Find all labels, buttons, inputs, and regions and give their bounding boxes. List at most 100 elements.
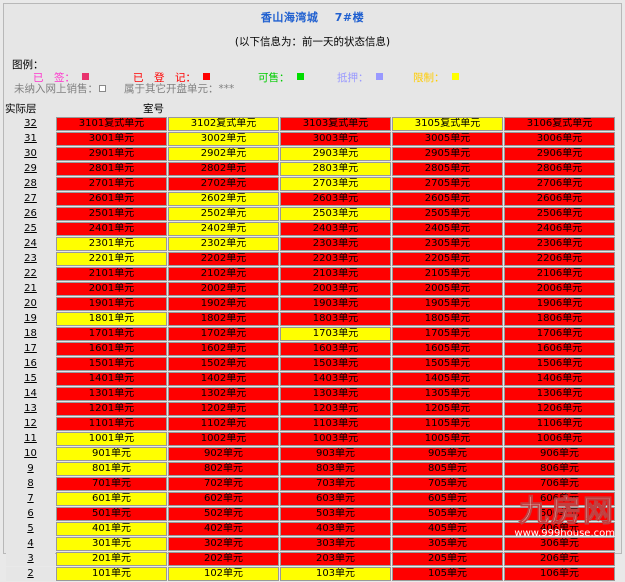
- unit-cell[interactable]: 1706单元: [504, 327, 615, 341]
- unit-cell[interactable]: 205单元: [392, 552, 503, 566]
- floor-link[interactable]: 2: [6, 567, 55, 581]
- unit-cell[interactable]: 1001单元: [56, 432, 167, 446]
- unit-cell[interactable]: 803单元: [280, 462, 391, 476]
- unit-cell[interactable]: 1106单元: [504, 417, 615, 431]
- unit-cell[interactable]: 1301单元: [56, 387, 167, 401]
- unit-cell[interactable]: 2303单元: [280, 237, 391, 251]
- unit-cell[interactable]: 1603单元: [280, 342, 391, 356]
- floor-link[interactable]: 7: [6, 492, 55, 506]
- unit-cell[interactable]: 2801单元: [56, 162, 167, 176]
- unit-cell[interactable]: 2901单元: [56, 147, 167, 161]
- unit-cell[interactable]: 1701单元: [56, 327, 167, 341]
- unit-cell[interactable]: 1003单元: [280, 432, 391, 446]
- unit-cell[interactable]: 1705单元: [392, 327, 503, 341]
- floor-link[interactable]: 5: [6, 522, 55, 536]
- unit-cell[interactable]: 1902单元: [168, 297, 279, 311]
- unit-cell[interactable]: 2001单元: [56, 282, 167, 296]
- floor-link[interactable]: 27: [6, 192, 55, 206]
- unit-cell[interactable]: 1803单元: [280, 312, 391, 326]
- unit-cell[interactable]: 2406单元: [504, 222, 615, 236]
- floor-link[interactable]: 20: [6, 297, 55, 311]
- unit-cell[interactable]: 903单元: [280, 447, 391, 461]
- unit-cell[interactable]: 501单元: [56, 507, 167, 521]
- unit-cell[interactable]: 1205单元: [392, 402, 503, 416]
- unit-cell[interactable]: 203单元: [280, 552, 391, 566]
- unit-cell[interactable]: 1601单元: [56, 342, 167, 356]
- unit-cell[interactable]: 103单元: [280, 567, 391, 581]
- unit-cell[interactable]: 906单元: [504, 447, 615, 461]
- unit-cell[interactable]: 202单元: [168, 552, 279, 566]
- unit-cell[interactable]: 1501单元: [56, 357, 167, 371]
- unit-cell[interactable]: 502单元: [168, 507, 279, 521]
- floor-link[interactable]: 14: [6, 387, 55, 401]
- unit-cell[interactable]: 3003单元: [280, 132, 391, 146]
- floor-link[interactable]: 6: [6, 507, 55, 521]
- floor-link[interactable]: 10: [6, 447, 55, 461]
- floor-link[interactable]: 4: [6, 537, 55, 551]
- unit-cell[interactable]: 106单元: [504, 567, 615, 581]
- unit-cell[interactable]: 2005单元: [392, 282, 503, 296]
- unit-cell[interactable]: 1805单元: [392, 312, 503, 326]
- unit-cell[interactable]: 402单元: [168, 522, 279, 536]
- unit-cell[interactable]: 1802单元: [168, 312, 279, 326]
- unit-cell[interactable]: 905单元: [392, 447, 503, 461]
- floor-link[interactable]: 3: [6, 552, 55, 566]
- floor-link[interactable]: 25: [6, 222, 55, 236]
- unit-cell[interactable]: 503单元: [280, 507, 391, 521]
- unit-cell[interactable]: 1806单元: [504, 312, 615, 326]
- unit-cell[interactable]: 2101单元: [56, 267, 167, 281]
- unit-cell[interactable]: 1105单元: [392, 417, 503, 431]
- unit-cell[interactable]: 3006单元: [504, 132, 615, 146]
- unit-cell[interactable]: 1103单元: [280, 417, 391, 431]
- unit-cell[interactable]: 1905单元: [392, 297, 503, 311]
- unit-cell[interactable]: 2206单元: [504, 252, 615, 266]
- unit-cell[interactable]: 705单元: [392, 477, 503, 491]
- unit-cell[interactable]: 1302单元: [168, 387, 279, 401]
- unit-cell[interactable]: 3002单元: [168, 132, 279, 146]
- unit-cell[interactable]: 303单元: [280, 537, 391, 551]
- unit-cell[interactable]: 2905单元: [392, 147, 503, 161]
- unit-cell[interactable]: 802单元: [168, 462, 279, 476]
- unit-cell[interactable]: 1305单元: [392, 387, 503, 401]
- unit-cell[interactable]: 2803单元: [280, 162, 391, 176]
- unit-cell[interactable]: 2401单元: [56, 222, 167, 236]
- unit-cell[interactable]: 2302单元: [168, 237, 279, 251]
- unit-cell[interactable]: 703单元: [280, 477, 391, 491]
- unit-cell[interactable]: 1702单元: [168, 327, 279, 341]
- unit-cell[interactable]: 2305单元: [392, 237, 503, 251]
- unit-cell[interactable]: 2405单元: [392, 222, 503, 236]
- unit-cell[interactable]: 405单元: [392, 522, 503, 536]
- floor-link[interactable]: 9: [6, 462, 55, 476]
- unit-cell[interactable]: 1801单元: [56, 312, 167, 326]
- floor-link[interactable]: 24: [6, 237, 55, 251]
- floor-link[interactable]: 18: [6, 327, 55, 341]
- unit-cell[interactable]: 1703单元: [280, 327, 391, 341]
- floor-link[interactable]: 29: [6, 162, 55, 176]
- floor-link[interactable]: 21: [6, 282, 55, 296]
- unit-cell[interactable]: 2002单元: [168, 282, 279, 296]
- unit-cell[interactable]: 3101复式单元: [56, 117, 167, 131]
- unit-cell[interactable]: 902单元: [168, 447, 279, 461]
- unit-cell[interactable]: 1306单元: [504, 387, 615, 401]
- unit-cell[interactable]: 2402单元: [168, 222, 279, 236]
- unit-cell[interactable]: 1502单元: [168, 357, 279, 371]
- unit-cell[interactable]: 301单元: [56, 537, 167, 551]
- unit-cell[interactable]: 1903单元: [280, 297, 391, 311]
- floor-link[interactable]: 11: [6, 432, 55, 446]
- floor-link[interactable]: 19: [6, 312, 55, 326]
- unit-cell[interactable]: 102单元: [168, 567, 279, 581]
- unit-cell[interactable]: 1602单元: [168, 342, 279, 356]
- unit-cell[interactable]: 1303单元: [280, 387, 391, 401]
- unit-cell[interactable]: 2203单元: [280, 252, 391, 266]
- unit-cell[interactable]: 2201单元: [56, 252, 167, 266]
- floor-link[interactable]: 8: [6, 477, 55, 491]
- unit-cell[interactable]: 2703单元: [280, 177, 391, 191]
- floor-link[interactable]: 26: [6, 207, 55, 221]
- unit-cell[interactable]: 2806单元: [504, 162, 615, 176]
- unit-cell[interactable]: 403单元: [280, 522, 391, 536]
- unit-cell[interactable]: 2902单元: [168, 147, 279, 161]
- unit-cell[interactable]: 406单元: [504, 522, 615, 536]
- unit-cell[interactable]: 805单元: [392, 462, 503, 476]
- unit-cell[interactable]: 1606单元: [504, 342, 615, 356]
- unit-cell[interactable]: 1005单元: [392, 432, 503, 446]
